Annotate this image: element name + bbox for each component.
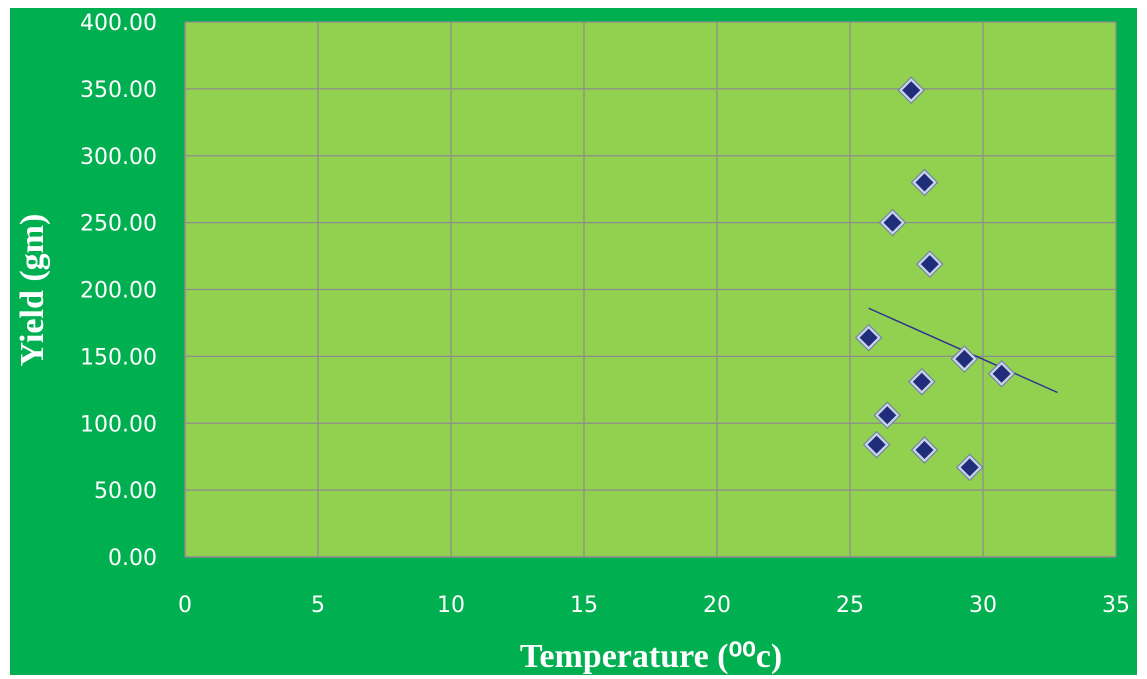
y-tick-label: 200.00 — [80, 279, 157, 304]
point-marker — [867, 435, 886, 454]
x-tick-label: 15 — [570, 593, 598, 618]
y-tick-label: 100.00 — [80, 412, 157, 437]
x-tick-label: 35 — [1102, 593, 1130, 618]
x-tick-label: 25 — [836, 593, 864, 618]
x-tick-label: 0 — [178, 593, 192, 618]
point-marker — [955, 350, 974, 369]
y-tick-label: 50.00 — [94, 479, 157, 504]
data-point — [950, 345, 979, 373]
y-tick-label: 150.00 — [80, 345, 157, 370]
data-point — [987, 360, 1016, 388]
data-point — [916, 250, 944, 278]
point-marker — [902, 81, 921, 100]
x-tick-label: 5 — [311, 593, 325, 618]
y-tick-label: 250.00 — [80, 212, 157, 237]
point-marker — [915, 441, 934, 459]
point-marker — [878, 406, 897, 425]
point-marker — [992, 364, 1011, 383]
data-point — [908, 368, 936, 396]
x-tick-label: 20 — [703, 593, 731, 618]
y-tick-label: 400.00 — [80, 11, 157, 36]
data-point — [878, 208, 907, 237]
data-point — [955, 453, 984, 482]
point-marker — [883, 213, 902, 232]
data-point — [854, 323, 883, 352]
point-marker — [960, 458, 979, 477]
point-marker — [912, 372, 931, 391]
y-tick-labels: 0.00 50.00 100.00 150.00 200.00 250.00 300.00 3… — [80, 11, 157, 571]
point-marker — [920, 255, 939, 274]
data-points — [854, 76, 1016, 482]
x-tick-label: 10 — [437, 593, 465, 618]
data-point — [862, 430, 891, 459]
x-tick-label: 30 — [969, 593, 997, 618]
y-tick-label: 300.00 — [80, 145, 157, 170]
x-tick-labels: 0 5 10 15 20 25 30 35 — [178, 593, 1130, 618]
y-tick-label: 0.00 — [108, 546, 157, 571]
point-marker — [859, 328, 878, 347]
gridlines — [184, 21, 1117, 558]
point-marker — [915, 173, 934, 192]
data-point — [897, 76, 925, 104]
y-tick-label: 350.00 — [80, 78, 157, 103]
data-point — [873, 401, 901, 429]
y-axis-title: Yield (gm) — [14, 214, 51, 367]
x-axis-title: Temperature (⁰⁰c) — [520, 638, 782, 675]
data-point — [910, 168, 939, 197]
data-point — [910, 436, 939, 464]
